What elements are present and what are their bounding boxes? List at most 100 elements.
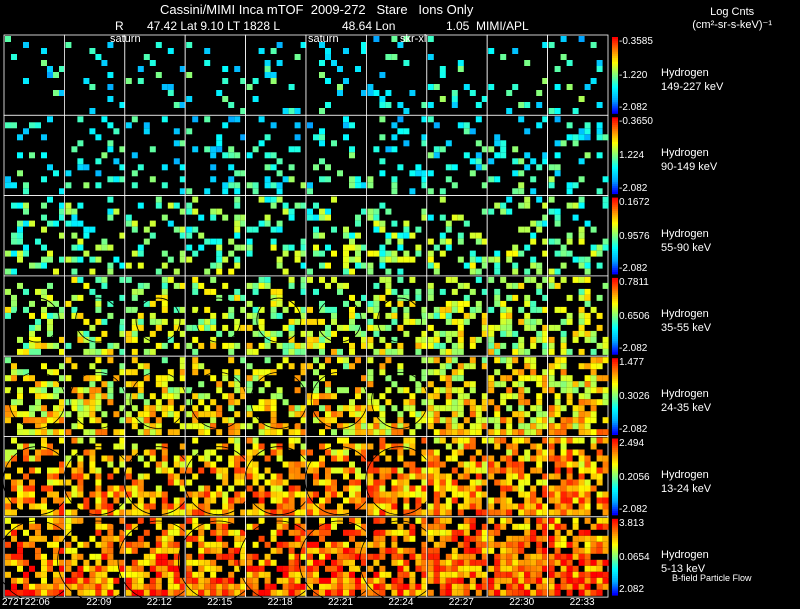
heatmap-cell [228, 306, 235, 313]
heatmap-cell [337, 170, 343, 177]
heatmap-cell [149, 330, 156, 337]
heatmap-panel [298, 516, 380, 602]
heatmap-cell [300, 348, 307, 355]
colorbar-segment [612, 474, 618, 478]
heatmap-cell [228, 417, 235, 424]
heatmap-cell [602, 393, 609, 400]
colorbar-segment [612, 314, 618, 317]
heatmap-cell [89, 108, 96, 114]
heatmap-cell [119, 405, 126, 412]
colorbar-segment [612, 424, 618, 428]
heatmap-cell [403, 220, 410, 227]
colorbar-segment [612, 537, 618, 541]
heatmap-cell [167, 583, 174, 590]
heatmap-cell [512, 188, 519, 195]
heatmap-cell [463, 220, 470, 227]
heatmap-cell [282, 589, 289, 596]
heatmap-cell [192, 411, 199, 418]
heatmap-cell [584, 547, 591, 554]
heatmap-cell [331, 547, 337, 554]
heatmap-cell [536, 517, 543, 524]
heatmap-cell [192, 363, 199, 370]
colorbar-segment [612, 440, 618, 443]
heatmap-cell [11, 182, 17, 189]
heatmap-cell [415, 170, 422, 177]
heatmap-cell [451, 455, 458, 462]
heatmap-cell [355, 330, 361, 337]
heatmap-cell [240, 294, 247, 301]
heatmap-cell [469, 535, 476, 542]
heatmap-cell [542, 535, 549, 542]
heatmap-cell [5, 503, 11, 510]
heatmap-cell [590, 375, 597, 382]
heatmap-cell [155, 72, 162, 78]
heatmap-cell [119, 369, 126, 376]
heatmap-cell [536, 565, 543, 572]
heatmap-cell [590, 443, 597, 450]
heatmap-cell [379, 589, 386, 596]
heatmap-panel [124, 114, 186, 197]
heatmap-cell [228, 238, 235, 245]
heatmap-cell [137, 282, 144, 289]
heatmap-cell [65, 375, 72, 382]
heatmap-cell [488, 565, 495, 572]
heatmap-cell [433, 357, 440, 364]
heatmap-cell [379, 262, 386, 269]
heatmap-cell [560, 250, 567, 257]
heatmap-cell [518, 170, 525, 177]
colorbar-segment [612, 111, 618, 114]
colorbar-segment [612, 304, 618, 308]
heatmap-cell [59, 497, 65, 504]
heatmap-cell [137, 517, 144, 524]
heatmap-cell [246, 565, 253, 572]
heatmap-cell [337, 547, 343, 554]
heatmap-cell [536, 423, 543, 430]
heatmap-cell [475, 102, 482, 108]
heatmap-cell [343, 473, 349, 480]
heatmap-cell [95, 529, 102, 536]
heatmap-cell [252, 553, 259, 560]
heatmap-cell [210, 547, 217, 554]
heatmap-cell [572, 411, 579, 418]
heatmap-cell [222, 583, 229, 590]
heatmap-cell [409, 399, 416, 406]
heatmap-cell [149, 220, 156, 227]
heatmap-cell [566, 294, 573, 301]
heatmap-cell [518, 318, 525, 325]
heatmap-cell [427, 262, 434, 269]
heatmap-cell [325, 583, 331, 590]
colorbar-segment [612, 252, 618, 256]
heatmap-cell [379, 116, 386, 123]
heatmap-cell [530, 158, 537, 165]
heatmap-cell [445, 443, 452, 450]
heatmap-cell [107, 583, 114, 590]
colorbar-segment [612, 159, 618, 162]
heatmap-cell [77, 116, 84, 123]
heatmap-cell [222, 503, 229, 510]
heatmap-cell [373, 571, 380, 578]
heatmap-cell [29, 300, 35, 307]
heatmap-cell [500, 485, 507, 492]
heatmap-panel [184, 275, 247, 357]
heatmap-cell [47, 381, 53, 388]
heatmap-cell [131, 220, 138, 227]
heatmap-cell [584, 381, 591, 388]
heatmap-cell [29, 491, 35, 498]
heatmap-cell [113, 491, 120, 498]
heatmap-cell [566, 60, 573, 66]
heatmap-cell [149, 449, 156, 456]
heatmap-cell [17, 232, 23, 239]
heatmap-cell [77, 455, 84, 462]
heatmap-cell [518, 116, 525, 123]
heatmap-cell [246, 411, 253, 418]
heatmap-cell [222, 529, 229, 536]
heatmap-cell [179, 387, 186, 394]
heatmap-cell [179, 375, 186, 382]
colorbar-segment [612, 522, 618, 526]
heatmap-cell [343, 268, 349, 275]
colorbar-segment [612, 187, 618, 191]
heatmap-cell [210, 589, 217, 596]
heatmap-cell [469, 312, 476, 319]
heatmap-cell [566, 485, 573, 492]
heatmap-cell [530, 485, 537, 492]
